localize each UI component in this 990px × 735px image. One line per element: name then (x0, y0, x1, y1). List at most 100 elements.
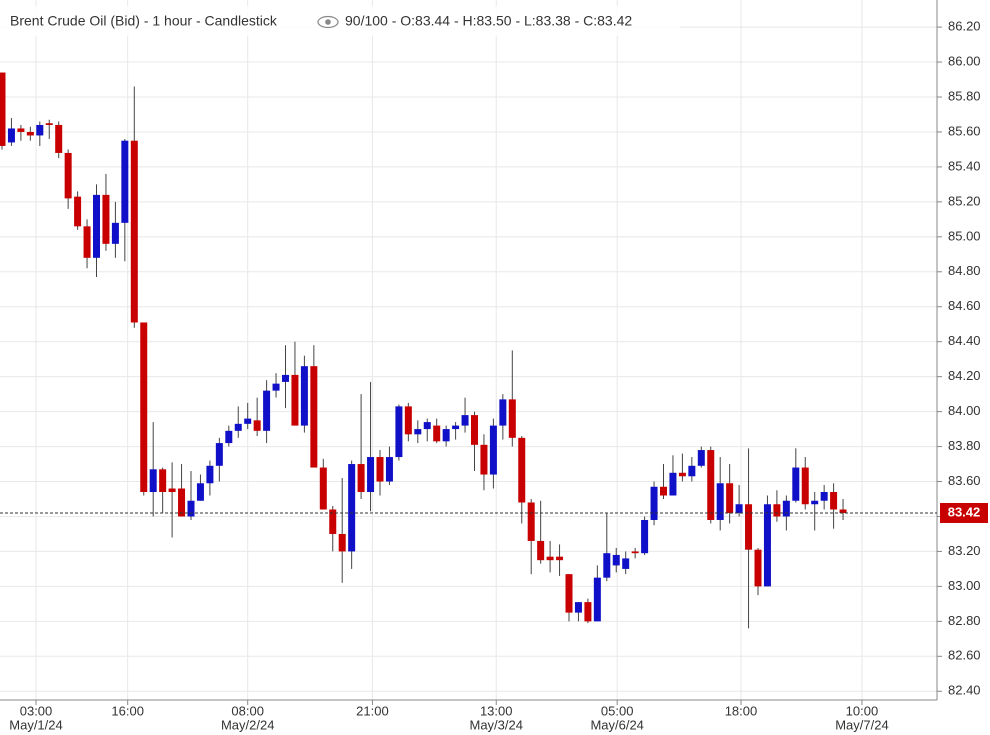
candle-body (130, 140, 138, 323)
y-tick-label: 83.60 (948, 473, 981, 488)
candle-body (319, 467, 327, 510)
candle-body (811, 500, 819, 505)
x-tick-label: 10:00 (846, 703, 879, 718)
last-price-label: 83.42 (948, 504, 981, 519)
candle-body (461, 415, 469, 426)
candle-body (64, 152, 72, 199)
candle-body (300, 366, 308, 426)
candle-body (291, 374, 299, 426)
x-date-label: May/2/24 (221, 717, 274, 732)
header-bg (0, 6, 680, 36)
candle-body (7, 128, 15, 143)
candle-body (234, 423, 242, 431)
candle-body (660, 486, 667, 496)
candle-body (556, 556, 564, 561)
candle-body (244, 418, 252, 424)
last-price-box (940, 502, 988, 523)
x-date-label: May/1/24 (9, 717, 62, 732)
candle-body (367, 457, 375, 493)
y-tick-label: 83.80 (948, 438, 981, 453)
x-tick-label: 13:00 (480, 703, 513, 718)
candle-body (489, 425, 497, 475)
candle-body (754, 549, 762, 587)
candle-body (272, 383, 280, 391)
y-tick-label: 85.80 (948, 88, 981, 103)
candle-body (565, 574, 573, 613)
grid (0, 0, 937, 700)
candle-body (631, 551, 639, 554)
candle-body (820, 492, 828, 501)
candle-body (688, 465, 696, 477)
candle-body (357, 464, 365, 493)
candle-body (178, 488, 186, 517)
candle-body (622, 558, 630, 569)
x-tick-label: 21:00 (356, 703, 389, 718)
candle-body (206, 465, 214, 484)
candle-body (121, 140, 129, 223)
x-date-label: May/6/24 (590, 717, 643, 732)
candle-body (423, 422, 431, 430)
candle-body (452, 425, 460, 430)
x-tick-label: 16:00 (111, 703, 144, 718)
candle-body (726, 483, 734, 513)
y-tick-label: 86.20 (948, 19, 981, 34)
candle-body (612, 554, 620, 566)
candle-body (140, 322, 148, 493)
candle-body (149, 469, 157, 493)
candle-body (26, 131, 34, 136)
candle-body (839, 509, 847, 513)
candle-body (801, 467, 809, 505)
x-tick-label: 03:00 (20, 703, 53, 718)
candle-body (763, 504, 771, 587)
candle-body (215, 443, 223, 466)
candle-body (697, 450, 705, 466)
candle-body (376, 457, 384, 482)
candle-body (773, 504, 781, 517)
candle-body (225, 430, 233, 444)
candle-body (678, 472, 686, 477)
candle-body (518, 437, 526, 503)
candle-body (196, 483, 204, 501)
candle-body (641, 519, 649, 554)
chart-title: Brent Crude Oil (Bid) - 1 hour - Candles… (10, 13, 278, 29)
y-tick-label: 85.40 (948, 158, 981, 173)
y-tick-label: 84.40 (948, 333, 981, 348)
candle-body (385, 457, 393, 482)
candle-body (45, 123, 53, 125)
candle-body (537, 540, 545, 561)
candle-body (55, 124, 63, 153)
candle-body (0, 72, 6, 146)
candle-body (782, 500, 790, 517)
x-tick-label: 05:00 (601, 703, 634, 718)
candle-body (17, 128, 25, 132)
candle-body (433, 425, 441, 442)
candle-body (480, 444, 488, 475)
candle-body (329, 509, 337, 534)
y-tick-label: 82.80 (948, 613, 981, 628)
candle-body (102, 194, 110, 244)
candle-body (282, 374, 289, 382)
candle-body (707, 450, 715, 520)
y-tick-label: 85.60 (948, 123, 981, 138)
candle-body (735, 504, 743, 513)
candle-body (669, 472, 677, 496)
candle-body (404, 406, 412, 435)
candles (0, 72, 847, 629)
x-tick-label: 08:00 (231, 703, 264, 718)
y-tick-label: 84.60 (948, 298, 981, 313)
candle-body (546, 556, 554, 561)
eye-icon (317, 15, 339, 29)
y-tick-label: 85.00 (948, 228, 981, 243)
x-tick-label: 18:00 (725, 703, 758, 718)
y-tick-label: 83.20 (948, 543, 981, 558)
candle-body (395, 406, 403, 458)
candle-body (187, 500, 195, 517)
candle-body (745, 504, 753, 550)
header-info: 90/100 - O:83.44 - H:83.50 - L:83.38 - C… (345, 13, 632, 29)
candle-body (414, 429, 422, 435)
y-tick-label: 84.20 (948, 368, 981, 383)
candle-body (338, 533, 346, 552)
candle-body (83, 226, 91, 258)
y-tick-label: 82.60 (948, 648, 981, 663)
